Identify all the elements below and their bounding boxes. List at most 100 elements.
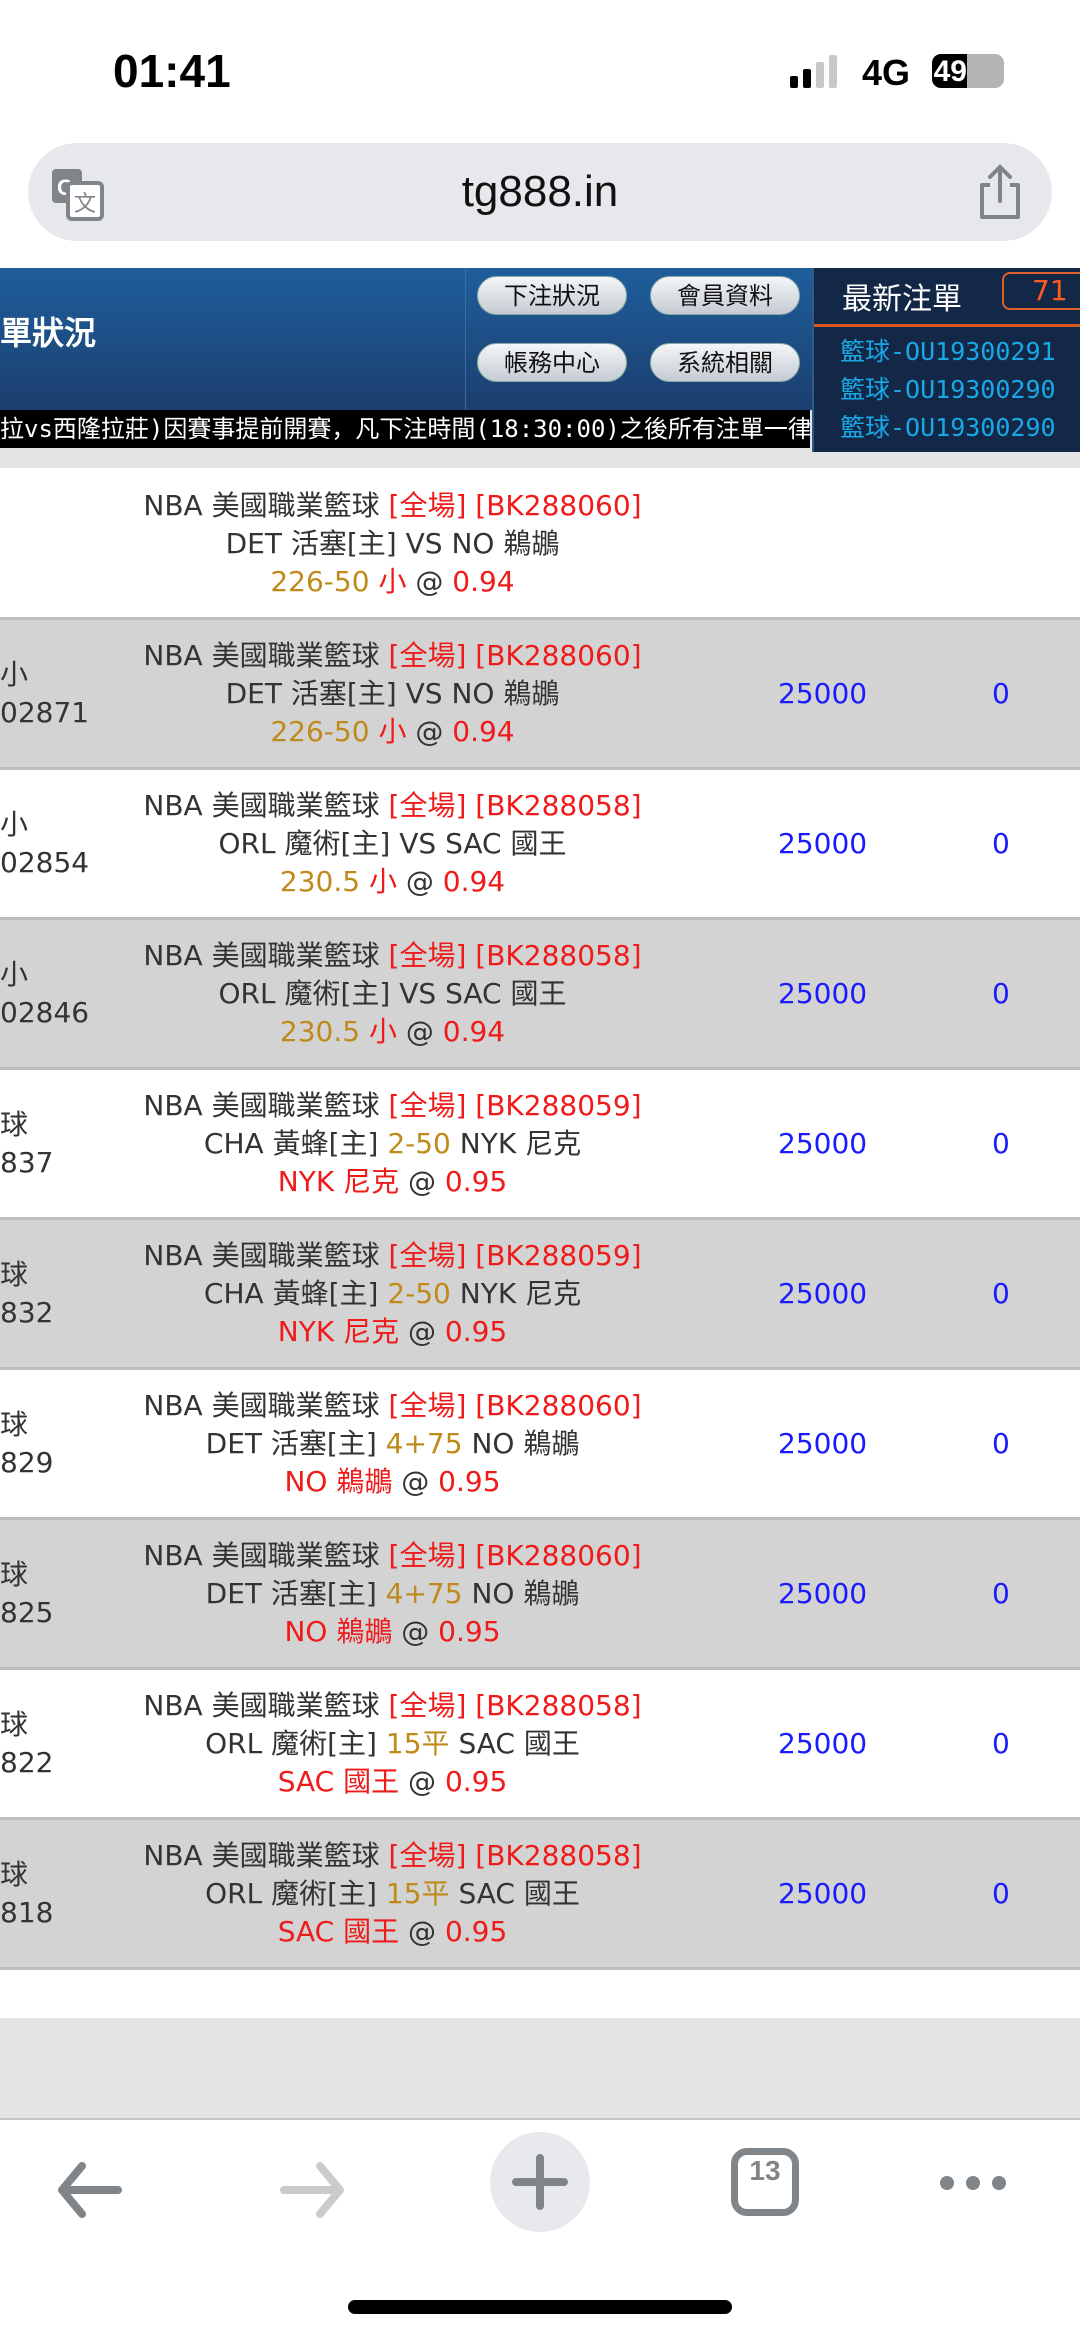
handicap: VS	[399, 827, 437, 860]
home-team: DET 活塞[主]	[225, 677, 397, 710]
away-team: SAC 國王	[458, 1727, 580, 1760]
share-icon[interactable]	[972, 163, 1028, 223]
battery-level: 49	[932, 54, 967, 88]
odds: 0.95	[444, 1915, 508, 1948]
odds: 0.95	[444, 1315, 508, 1348]
network-label: 4G	[862, 52, 911, 93]
bet-type-cell: 球 837	[0, 1106, 100, 1182]
latest-bet-item[interactable]: 籃球-OU19300290	[840, 413, 1056, 442]
period: [全場]	[388, 1839, 467, 1872]
at-sign: @	[415, 715, 444, 748]
result-amount: 0	[992, 827, 1010, 860]
new-tab-button[interactable]	[490, 2132, 590, 2232]
system-button[interactable]: 系統相關	[650, 343, 800, 382]
league: NBA 美國職業籃球	[143, 1089, 380, 1122]
bet-detail-cell: NBA 美國職業籃球 [全場] [BK288060] DET 活塞[主] VS …	[120, 487, 665, 601]
stake-amount: 25000	[778, 677, 868, 710]
period: [全場]	[388, 939, 467, 972]
match-code: [BK288060]	[475, 1539, 642, 1572]
bet-detail-cell: NBA 美國職業籃球 [全場] [BK288058] ORL 魔術[主] VS …	[120, 937, 665, 1051]
away-team: NYK 尼克	[459, 1277, 582, 1310]
bet-type: 球	[0, 1858, 29, 1891]
tabs-button[interactable]: 13	[731, 2148, 799, 2216]
away-team: NO 鵜鶘	[471, 1577, 580, 1610]
account-center-button[interactable]: 帳務中心	[477, 343, 627, 382]
pick: NYK 尼克	[277, 1315, 400, 1348]
result-amount: 0	[992, 677, 1010, 710]
home-team: ORL 魔術[主]	[218, 977, 391, 1010]
period: [全場]	[388, 1539, 467, 1572]
handicap: 15平	[385, 1877, 450, 1910]
bet-detail-cell: NBA 美國職業籃球 [全場] [BK288058] ORL 魔術[主] VS …	[120, 787, 665, 901]
latest-bet-item[interactable]: 籃球-OU19300290	[840, 375, 1056, 404]
league: NBA 美國職業籃球	[143, 1389, 380, 1422]
at-sign: @	[408, 1915, 437, 1948]
result-amount: 0	[992, 1877, 1010, 1910]
period: [全場]	[388, 639, 467, 672]
back-icon[interactable]	[54, 2160, 122, 2220]
bet-type-cell: 球 825	[0, 1556, 100, 1632]
home-team: DET 活塞[主]	[205, 1577, 377, 1610]
browser-toolbar: 13	[0, 2122, 1080, 2337]
league: NBA 美國職業籃球	[143, 1239, 380, 1272]
table-row: 球 829 NBA 美國職業籃球 [全場] [BK288060] DET 活塞[主…	[0, 1370, 1080, 1520]
match-code: [BK288060]	[475, 1389, 642, 1422]
bet-detail-cell: NBA 美國職業籃球 [全場] [BK288058] ORL 魔術[主] 15平…	[120, 1687, 665, 1801]
status-bar: 01:41 4G 49	[0, 0, 1080, 130]
handicap: 2-50	[387, 1127, 451, 1160]
handicap: 15平	[385, 1727, 450, 1760]
pick: NO 鵜鶘	[284, 1615, 393, 1648]
plus-icon	[512, 2154, 568, 2210]
bet-status-button[interactable]: 下注狀況	[477, 276, 627, 315]
table-row: 球 837 NBA 美國職業籃球 [全場] [BK288059] CHA 黃蜂[主…	[0, 1070, 1080, 1220]
odds: 0.95	[438, 1615, 501, 1648]
bet-type-cell: 球 818	[0, 1856, 100, 1932]
at-sign: @	[408, 1765, 437, 1798]
away-team: SAC 國王	[458, 1877, 580, 1910]
table-row: 球 832 NBA 美國職業籃球 [全場] [BK288059] CHA 黃蜂[主…	[0, 1220, 1080, 1370]
league: NBA 美國職業籃球	[143, 1839, 380, 1872]
pick: 小	[368, 865, 397, 898]
stake-amount: 25000	[778, 1577, 868, 1610]
bet-id: 832	[0, 1296, 54, 1329]
bet-detail-cell: NBA 美國職業籃球 [全場] [BK288059] CHA 黃蜂[主] 2-5…	[120, 1237, 665, 1351]
latest-bet-item[interactable]: 籃球-OU19300291	[840, 337, 1056, 366]
home-team: CHA 黃蜂[主]	[203, 1127, 379, 1160]
period: [全場]	[388, 1689, 467, 1722]
bet-id: 02854	[0, 846, 90, 879]
signal-icon	[790, 54, 837, 88]
more-icon[interactable]	[938, 2172, 1008, 2194]
bet-list: NBA 美國職業籃球 [全場] [BK288060] DET 活塞[主] VS …	[0, 470, 1080, 1970]
bet-type: 小	[0, 958, 29, 991]
home-team: CHA 黃蜂[主]	[203, 1277, 379, 1310]
pick: 小	[378, 565, 407, 598]
handicap: VS	[405, 677, 443, 710]
bet-detail-cell: NBA 美國職業籃球 [全場] [BK288058] ORL 魔術[主] 15平…	[120, 1837, 665, 1951]
url-text[interactable]: tg888.in	[461, 167, 619, 216]
away-team: NO 鵜鶘	[471, 1427, 580, 1460]
period: [全場]	[388, 789, 467, 822]
at-sign: @	[415, 565, 444, 598]
forward-icon[interactable]	[280, 2160, 348, 2220]
match-code: [BK288058]	[475, 1689, 642, 1722]
member-info-button[interactable]: 會員資料	[650, 276, 800, 315]
table-row: NBA 美國職業籃球 [全場] [BK288060] DET 活塞[主] VS …	[0, 470, 1080, 620]
pick: NO 鵜鶘	[284, 1465, 393, 1498]
match-code: [BK288058]	[475, 789, 642, 822]
away-team: SAC 國王	[445, 827, 567, 860]
result-amount: 0	[992, 1127, 1010, 1160]
at-sign: @	[405, 1015, 434, 1048]
pick: 小	[378, 715, 407, 748]
table-row: 小 02846 NBA 美國職業籃球 [全場] [BK288058] ORL 魔術…	[0, 920, 1080, 1070]
bet-type: 球	[0, 1258, 29, 1291]
pick: 小	[368, 1015, 397, 1048]
translate-icon[interactable]: G文	[50, 165, 106, 221]
stake-amount: 25000	[778, 977, 868, 1010]
bet-detail-cell: NBA 美國職業籃球 [全場] [BK288060] DET 活塞[主] 4+7…	[120, 1537, 665, 1651]
match-code: [BK288059]	[475, 1089, 642, 1122]
odds: 0.94	[442, 1015, 506, 1048]
pick: NYK 尼克	[277, 1165, 400, 1198]
pick-line: 230.5	[279, 865, 361, 898]
stake-amount: 25000	[778, 1277, 868, 1310]
